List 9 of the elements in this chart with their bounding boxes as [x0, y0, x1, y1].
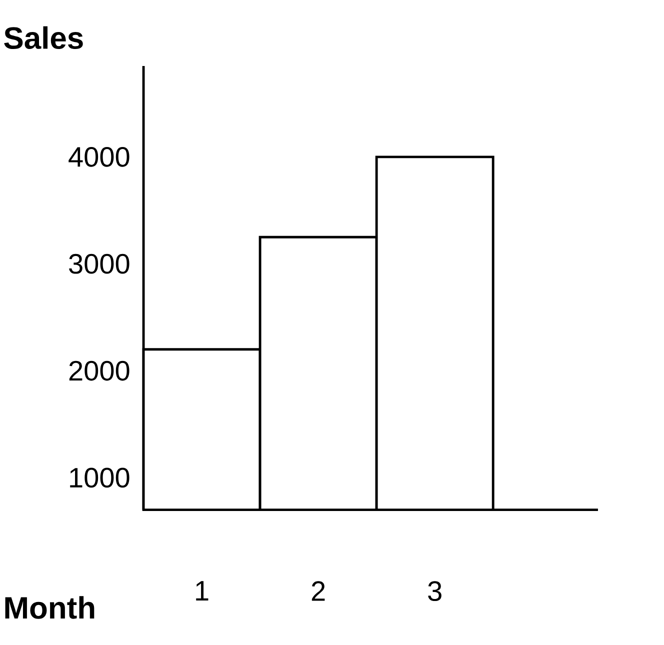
y-tick-label: 2000	[69, 360, 130, 381]
y-tick-label: 1000	[70, 468, 130, 488]
y-tick-label: 3000	[69, 254, 130, 274]
x-axis-title: Month	[5, 596, 94, 619]
y-tick-label: 4000	[68, 147, 130, 167]
x-tick-label: 2	[312, 581, 325, 601]
x-tick-label: 3	[428, 581, 442, 602]
y-axis-title: Sales	[4, 26, 83, 50]
x-tick-label: 1	[196, 581, 208, 601]
